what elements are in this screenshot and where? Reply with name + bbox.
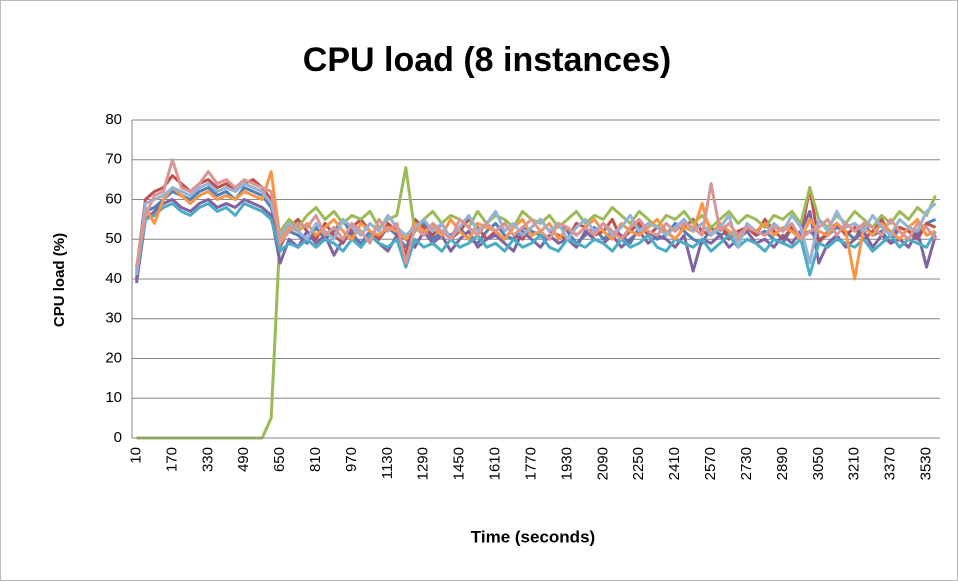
x-tick-label: 1130 xyxy=(379,447,396,479)
x-tick-label: 1450 xyxy=(451,447,468,480)
y-tick-label: 0 xyxy=(114,429,122,446)
x-tick-label: 2090 xyxy=(594,447,611,480)
x-tick-label: 2250 xyxy=(630,447,647,480)
y-tick-label: 60 xyxy=(105,190,122,207)
x-tick-label: 1610 xyxy=(487,447,504,480)
series-line xyxy=(135,158,937,268)
y-axis-label: CPU load (%) xyxy=(51,233,68,327)
x-tick-label: 2730 xyxy=(738,447,755,480)
x-tick-label: 3370 xyxy=(882,447,899,480)
x-tick-label: 330 xyxy=(199,447,216,472)
y-tick-label: 50 xyxy=(105,230,122,247)
x-tick-label: 2410 xyxy=(666,447,683,480)
x-tick-label: 490 xyxy=(235,447,252,472)
y-tick-label: 10 xyxy=(105,389,122,406)
x-tick-label: 1290 xyxy=(415,447,432,480)
x-tick-label: 2570 xyxy=(702,447,719,480)
x-tick-label: 3050 xyxy=(810,447,827,480)
y-tick-label: 70 xyxy=(105,151,122,168)
x-tick-label: 970 xyxy=(343,447,360,472)
x-tick-label: 1770 xyxy=(522,447,539,480)
y-tick-label: 80 xyxy=(105,111,122,128)
x-tick-label: 650 xyxy=(271,447,288,472)
x-tick-label: 810 xyxy=(307,447,324,472)
x-axis-label: Time (seconds) xyxy=(471,527,595,546)
x-tick-label: 10 xyxy=(127,447,144,464)
x-tick-label: 3530 xyxy=(918,447,935,480)
y-tick-label: 20 xyxy=(105,349,122,366)
x-tick-label: 3210 xyxy=(846,447,863,480)
y-tick-label: 30 xyxy=(105,310,122,327)
x-tick-label: 170 xyxy=(163,447,180,472)
x-tick-label: 1930 xyxy=(558,447,575,480)
x-tick-label: 2890 xyxy=(774,447,791,480)
series-line xyxy=(135,201,937,277)
chart-title: CPU load (8 instances) xyxy=(303,41,671,79)
y-tick-label: 40 xyxy=(105,270,122,287)
